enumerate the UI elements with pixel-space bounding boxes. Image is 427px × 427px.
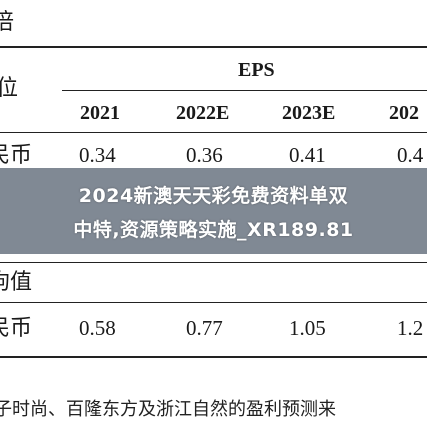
- year-2023e: 2023E: [282, 102, 336, 124]
- headline-line-1: 2024新澳天天彩免费资料单双: [78, 185, 349, 207]
- row1-value-2023e: 0.41: [289, 143, 326, 167]
- table-title-fragment: 倍: [0, 10, 15, 35]
- row2-value-2024e: 1.2: [397, 316, 424, 340]
- section-rule: [0, 262, 427, 263]
- row1-value-2021: 0.34: [79, 143, 116, 167]
- unit-header: 位: [0, 76, 19, 101]
- year-2024e: 202: [389, 102, 419, 124]
- year-2022e: 2022E: [176, 102, 230, 124]
- row2-label: 民币: [0, 316, 33, 341]
- headline-banner[interactable]: 2024新澳天天彩免费资料单双 中特,资源策略实施_XR189.81: [0, 168, 427, 254]
- bottom-rule: [0, 356, 427, 358]
- section-underline: [0, 302, 427, 303]
- footer-source-text: 子时尚、百隆东方及浙江自然的盈利预测来: [0, 399, 336, 420]
- eps-header: EPS: [238, 59, 275, 81]
- row2-value-2021: 0.58: [79, 316, 116, 340]
- row2-value-2022e: 0.77: [186, 316, 223, 340]
- eps-underline: [62, 90, 427, 91]
- section-label: 拘值: [0, 270, 33, 295]
- row2-value-2023e: 1.05: [289, 316, 326, 340]
- header-rule: [0, 132, 427, 133]
- row1-value-2024e: 0.4: [397, 143, 424, 167]
- top-rule: [0, 46, 427, 48]
- row1-value-2022e: 0.36: [186, 143, 223, 167]
- headline-line-2: 中特,资源策略实施_XR189.81: [73, 219, 354, 241]
- year-2021: 2021: [80, 102, 120, 124]
- row1-label: 民币: [0, 143, 33, 168]
